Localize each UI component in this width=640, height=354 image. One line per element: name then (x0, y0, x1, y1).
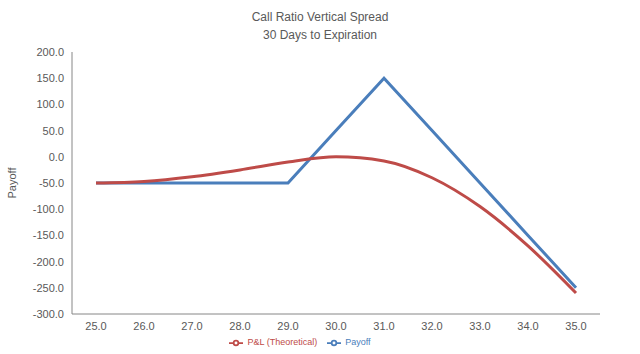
svg-text:31.0: 31.0 (373, 320, 394, 332)
html-text:Call Ratio Vertical Spread: Call Ratio Vertical Spread (251, 10, 389, 24)
svg-text:-100.0: -100.0 (33, 203, 64, 215)
svg-text:25.0: 25.0 (85, 320, 106, 332)
svg-text:0.0: 0.0 (49, 151, 64, 163)
svg-text:30.0: 30.0 (325, 320, 346, 332)
svg-text:-300.0: -300.0 (33, 308, 64, 320)
svg-text:200.0: 200.0 (36, 46, 64, 58)
svg-text:100.0: 100.0 (36, 98, 64, 110)
svg-text:28.0: 28.0 (229, 320, 250, 332)
svg-text:-250.0: -250.0 (33, 282, 64, 294)
svg-text:33.0: 33.0 (469, 320, 490, 332)
svg-text:50.0: 50.0 (43, 125, 64, 137)
svg-text:29.0: 29.0 (277, 320, 298, 332)
html-text:Payoff: Payoff (345, 337, 371, 348)
svg-text:27.0: 27.0 (181, 320, 202, 332)
svg-text:32.0: 32.0 (421, 320, 442, 332)
svg-text:-50.0: -50.0 (39, 177, 64, 189)
html-text:30 Days to Expiration: 30 Days to Expiration (263, 28, 377, 42)
svg-text:35.0: 35.0 (565, 320, 586, 332)
svg-text:34.0: 34.0 (517, 320, 538, 332)
svg-text:26.0: 26.0 (133, 320, 154, 332)
svg-text:150.0: 150.0 (36, 72, 64, 84)
html-text:P&L (Theoretical): P&L (Theoretical) (247, 337, 318, 348)
svg-text:Payoff: Payoff (6, 167, 18, 199)
svg-text:-150.0: -150.0 (33, 229, 64, 241)
svg-text:-200.0: -200.0 (33, 256, 64, 268)
